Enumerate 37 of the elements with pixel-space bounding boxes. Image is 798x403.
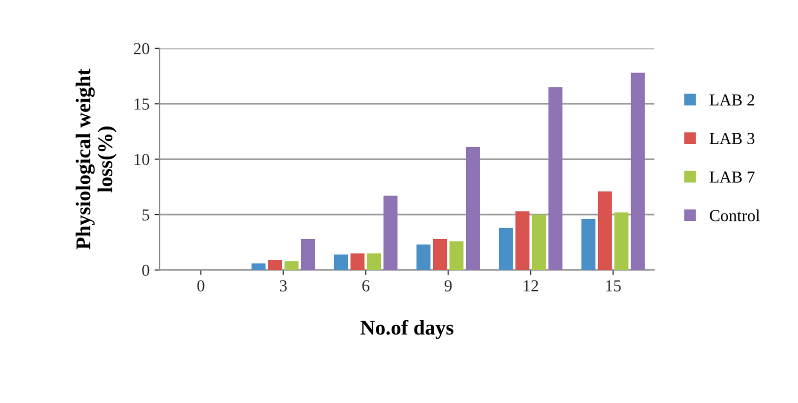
bar	[548, 87, 562, 270]
bar	[252, 263, 266, 270]
bar	[598, 191, 612, 270]
bar	[466, 146, 480, 270]
bar	[532, 214, 546, 270]
y-tick-label: 15	[134, 98, 150, 110]
y-tick-label: 5	[142, 209, 150, 221]
bar	[383, 196, 398, 270]
y-axis-title: Physiological weight loss(%)	[76, 68, 117, 250]
x-axis-title: No.of days	[360, 320, 454, 340]
bar	[284, 261, 299, 270]
x-tick-label: 3	[280, 280, 287, 292]
bar	[350, 253, 365, 270]
legend-label: Control	[710, 210, 760, 222]
bar	[581, 219, 596, 270]
bar	[301, 238, 316, 270]
bar	[614, 212, 628, 270]
y-tick-label: 20	[134, 43, 150, 54]
y-tick-label: 0	[142, 264, 150, 276]
bar	[498, 228, 513, 270]
bar	[515, 211, 530, 270]
bar	[268, 260, 282, 270]
legend-label: LAB 7	[710, 172, 755, 183]
bar	[449, 241, 464, 270]
legend-label: LAB 2	[710, 94, 754, 106]
x-tick-label: 15	[606, 280, 621, 292]
x-tick-label: 0	[197, 280, 204, 292]
x-tick-label: 6	[362, 280, 370, 292]
legend-label: LAB 3	[710, 132, 754, 144]
bar	[366, 253, 382, 270]
bar	[432, 238, 447, 270]
x-tick-label: 9	[444, 280, 452, 292]
bar	[334, 254, 348, 270]
bar	[630, 72, 645, 270]
x-tick-label: 12	[524, 280, 538, 292]
y-tick-label: 10	[134, 154, 150, 166]
bar	[416, 244, 430, 270]
